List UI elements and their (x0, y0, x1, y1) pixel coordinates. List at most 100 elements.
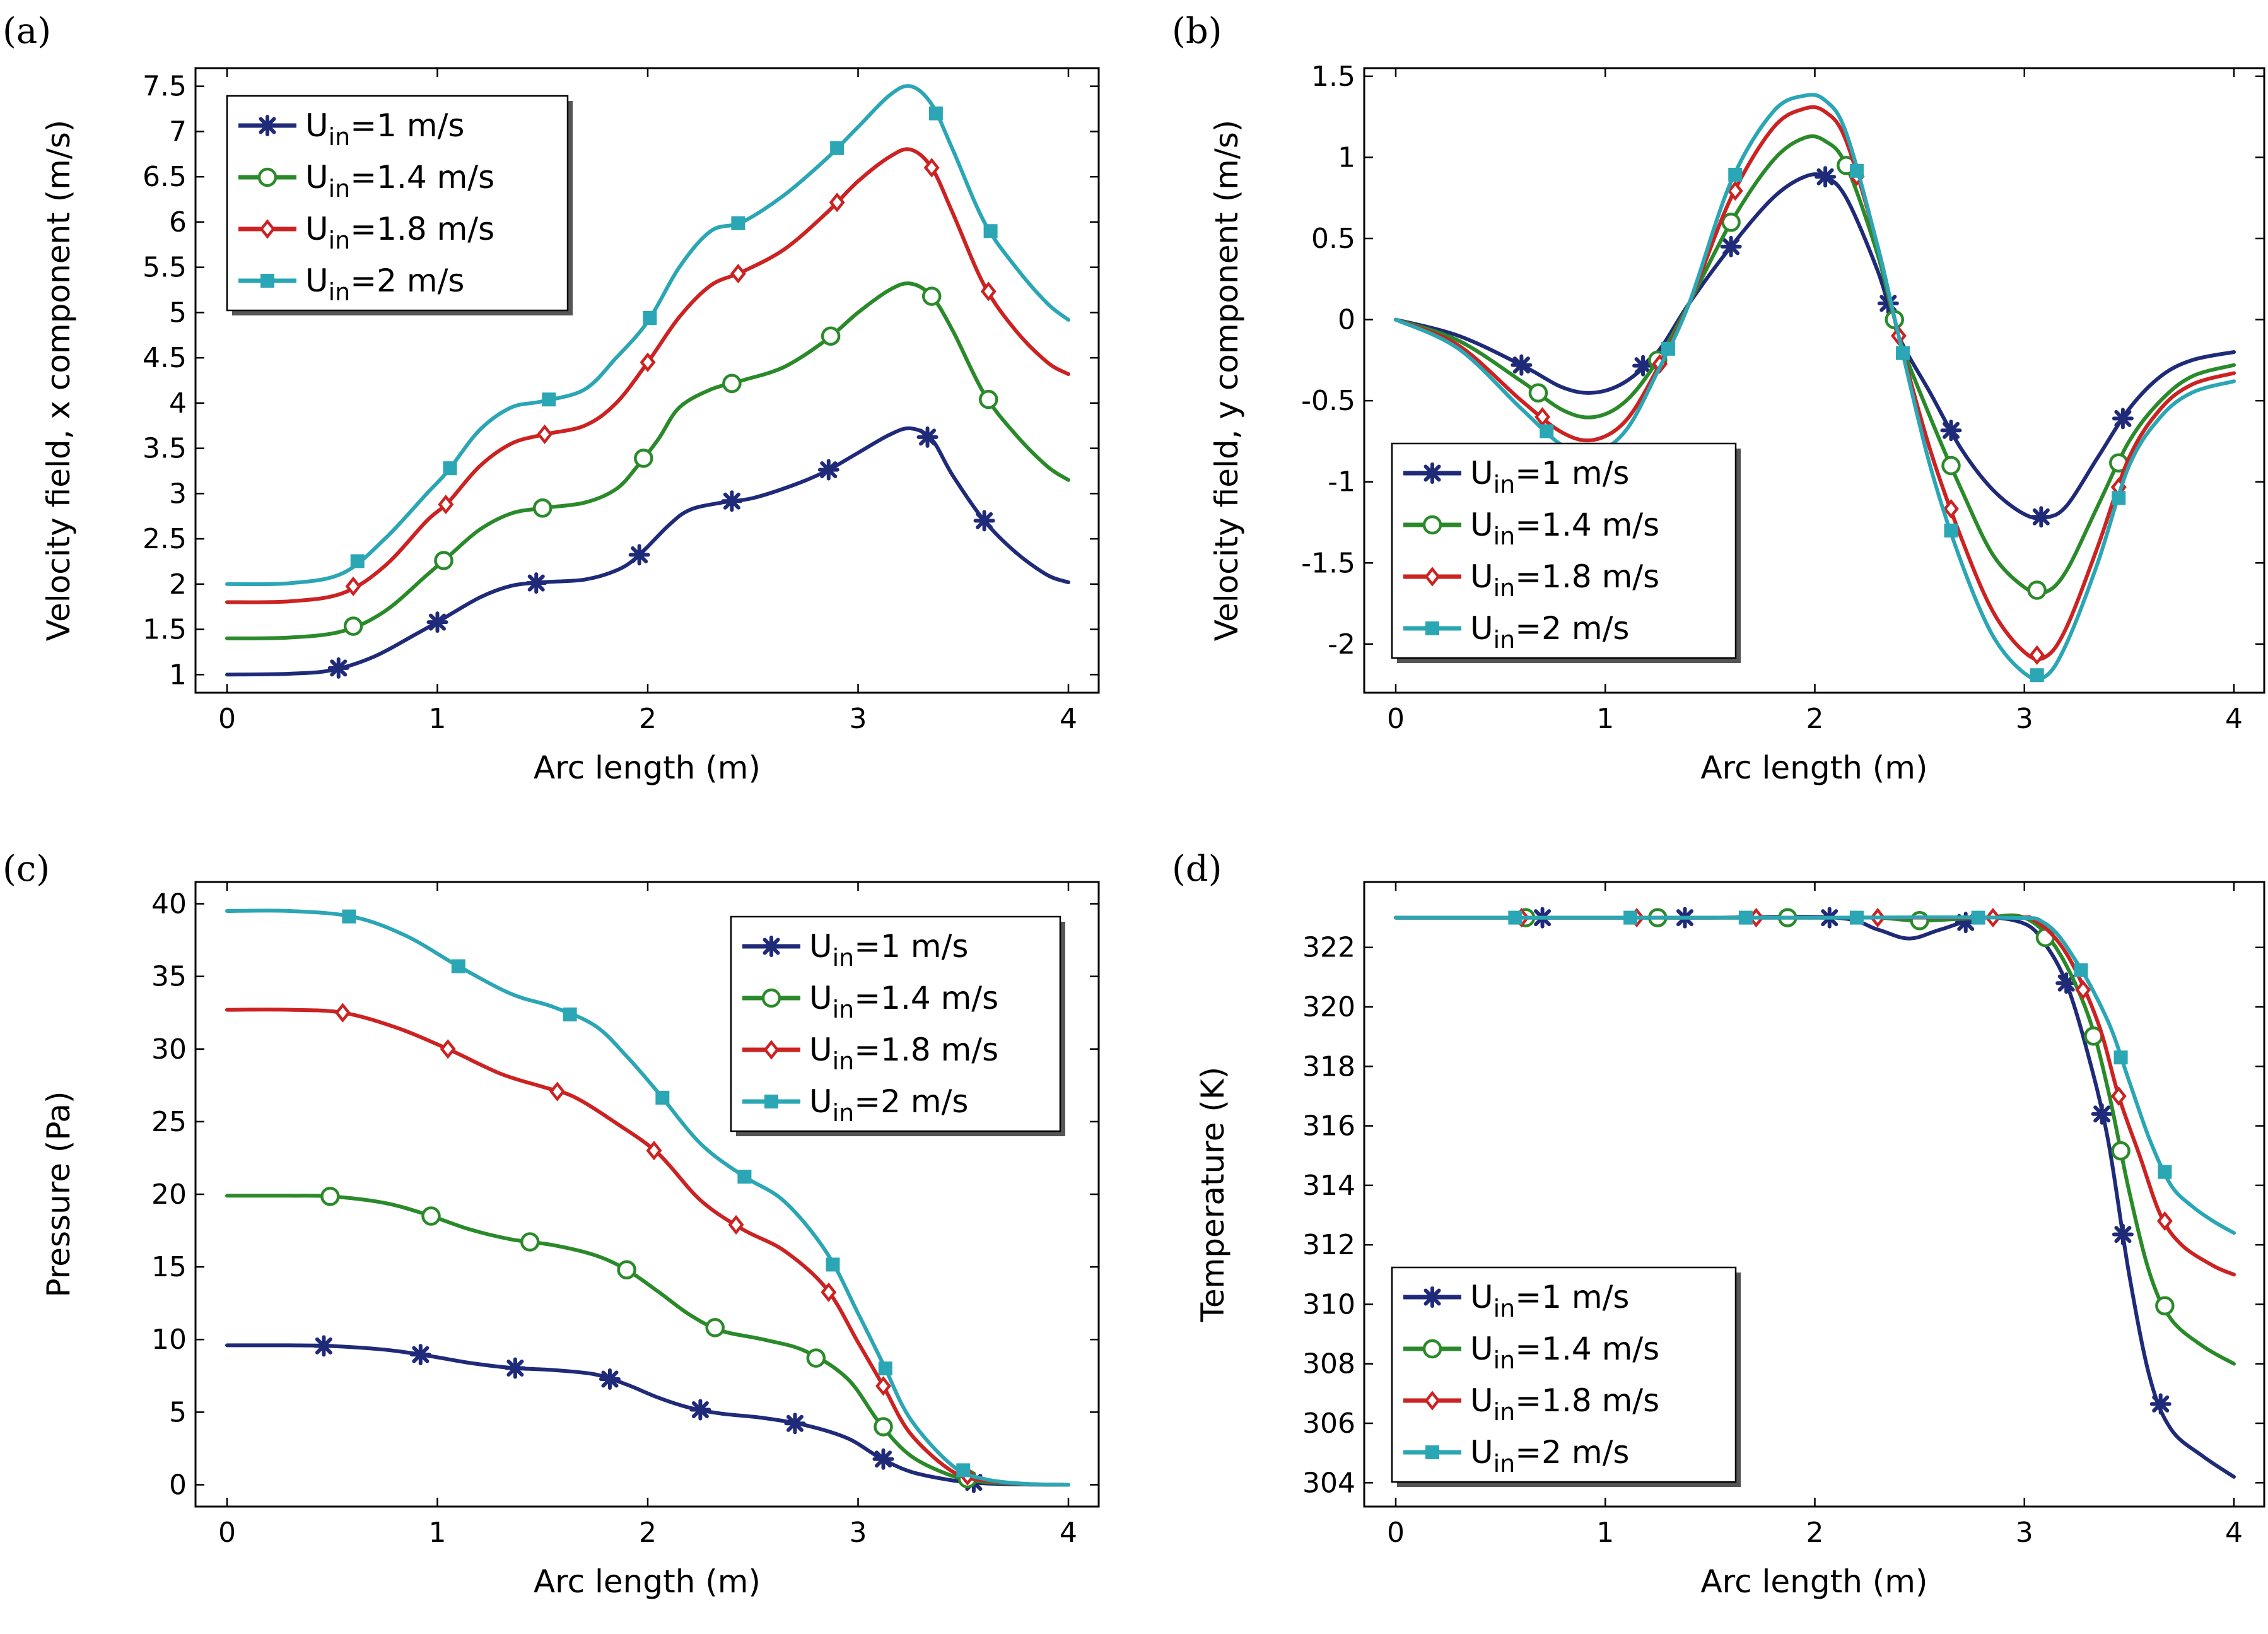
legend-label: Uin=1.4 m/s (1470, 507, 1659, 550)
series-3 (225, 84, 1070, 587)
data-point-diamond (2029, 645, 2045, 665)
y-tick-label: 318 (1302, 1050, 1355, 1083)
legend-entry-1: Uin=1.4 m/s (742, 980, 998, 1023)
legend-entry-2: Uin=1.8 m/s (1403, 558, 1659, 602)
data-point-square (878, 1361, 892, 1376)
legend-label-sub: in (1493, 626, 1516, 654)
data-point-square (1661, 341, 1675, 356)
data-point-square (2158, 1165, 2172, 1179)
panel-label: (b) (1172, 11, 1222, 52)
x-tick-label: 2 (1806, 703, 1824, 735)
data-point-star (973, 510, 995, 532)
legend-entry-2: Uin=1.8 m/s (1403, 1382, 1659, 1426)
legend-marker-circle (761, 988, 781, 1008)
legend-label-suffix: =2 m/s (350, 262, 464, 299)
legend-label-sub: in (1493, 522, 1516, 550)
x-axis-label: Arc length (m) (534, 1563, 761, 1600)
legend-label-prefix: U (1470, 1331, 1493, 1367)
data-point-diamond (829, 192, 845, 213)
y-tick-label: -1.5 (1301, 547, 1355, 579)
data-point-star (689, 1399, 711, 1421)
data-point-diamond (980, 281, 997, 302)
legend-marker-circle (1422, 1339, 1442, 1359)
legend-label-prefix: U (1470, 1434, 1493, 1471)
x-tick-label: 4 (2225, 1517, 2243, 1549)
data-point-diamond (2075, 980, 2091, 1000)
panel-label: (a) (3, 11, 51, 52)
x-tick-label: 0 (1387, 1517, 1405, 1549)
data-point-square (1540, 424, 1554, 438)
data-point-diamond (438, 494, 454, 515)
y-tick-label: 5.5 (143, 252, 187, 284)
panel-label: (d) (1172, 849, 1222, 890)
data-point-diamond (728, 1214, 744, 1235)
y-tick-label: 6 (169, 206, 187, 238)
y-tick-label: 5 (169, 297, 187, 329)
legend-label-sub: in (329, 278, 351, 306)
data-point-square (443, 461, 457, 476)
legend-entry-3: Uin=2 m/s (238, 262, 464, 306)
y-tick-label: 306 (1302, 1408, 1355, 1440)
y-tick-label: 35 (151, 961, 187, 993)
legend-label-prefix: U (1470, 1279, 1493, 1315)
y-tick-label: 1 (1338, 141, 1355, 173)
data-point-diamond (334, 1002, 351, 1023)
legend-marker-diamond (259, 219, 276, 239)
data-point-diamond (821, 1282, 837, 1302)
data-point-star (916, 426, 938, 448)
y-tick-label: 304 (1302, 1467, 1355, 1499)
data-point-star (599, 1368, 621, 1390)
data-point-circle (320, 1187, 340, 1206)
data-point-star (872, 1448, 894, 1470)
legend-label: Uin=1 m/s (305, 107, 464, 151)
legend-label-suffix: =1.4 m/s (1515, 507, 1659, 543)
legend-label-sub: in (329, 175, 351, 203)
x-tick-label: 3 (2016, 703, 2033, 735)
data-point-square (350, 554, 365, 568)
data-point-square (830, 141, 845, 155)
legend-label: Uin=1.8 m/s (1470, 1382, 1659, 1426)
y-tick-label: 320 (1302, 991, 1355, 1023)
legend-entry-3: Uin=2 m/s (742, 1083, 968, 1127)
legend-label-sub: in (1493, 1450, 1516, 1478)
y-tick-label: 0 (1338, 304, 1355, 336)
legend-label-suffix: =1.4 m/s (854, 980, 998, 1016)
data-point-star (1940, 420, 1962, 442)
legend-label-sub: in (1493, 471, 1516, 498)
series-0 (1394, 166, 2236, 528)
legend-label-prefix: U (809, 1032, 833, 1068)
data-point-star (426, 611, 448, 633)
legend-label-prefix: U (305, 262, 329, 299)
legend-marker-diamond (763, 1040, 780, 1060)
data-point-circle (821, 326, 841, 346)
data-point-diamond (1727, 181, 1743, 201)
legend-entry-1: Uin=1.4 m/s (1403, 507, 1659, 550)
legend-box (1391, 1266, 1737, 1483)
legend-label: Uin=2 m/s (809, 1083, 968, 1127)
x-tick-label: 0 (218, 703, 236, 735)
data-point-circle (705, 1318, 725, 1337)
data-point-circle (343, 616, 363, 636)
y-axis-label: Pressure (Pa) (40, 1091, 77, 1298)
plot-area (225, 908, 1070, 1493)
data-point-circle (421, 1206, 441, 1226)
data-point-square (563, 1007, 577, 1021)
series-3 (1394, 910, 2236, 1235)
data-point-diamond (537, 424, 553, 444)
y-tick-label: 7.5 (143, 71, 187, 103)
legend-label: Uin=1 m/s (1470, 1279, 1629, 1322)
data-point-diamond (730, 264, 746, 284)
legend-marker-star (1422, 462, 1443, 484)
data-point-square (655, 1090, 670, 1105)
data-point-square (1623, 910, 1638, 925)
data-point-star (628, 544, 650, 566)
series-line (225, 1194, 1070, 1487)
x-tick-label: 3 (850, 703, 867, 735)
legend-label-suffix: =2 m/s (854, 1083, 968, 1120)
legend-label: Uin=1.8 m/s (1470, 558, 1659, 602)
data-point-diamond (345, 576, 361, 597)
legend-entry-1: Uin=1.4 m/s (1403, 1331, 1659, 1374)
